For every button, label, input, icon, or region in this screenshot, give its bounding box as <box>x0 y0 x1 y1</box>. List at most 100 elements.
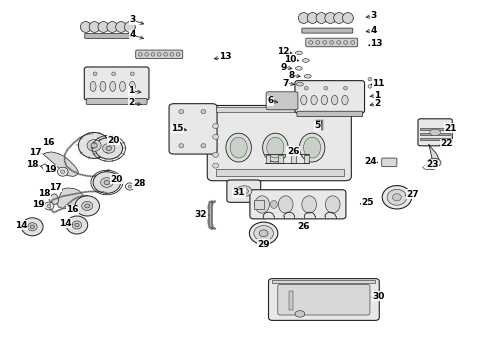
Ellipse shape <box>330 41 334 44</box>
Text: 29: 29 <box>257 240 270 248</box>
Text: 14: 14 <box>59 219 72 228</box>
Ellipse shape <box>296 82 303 86</box>
Bar <box>291 155 296 163</box>
Text: 1: 1 <box>128 86 134 95</box>
Ellipse shape <box>80 22 91 32</box>
FancyBboxPatch shape <box>136 50 183 59</box>
Ellipse shape <box>120 81 125 91</box>
Text: 16: 16 <box>42 139 54 148</box>
Polygon shape <box>49 194 59 204</box>
Ellipse shape <box>332 95 338 105</box>
Ellipse shape <box>430 129 441 136</box>
Ellipse shape <box>93 72 97 76</box>
Ellipse shape <box>307 13 318 23</box>
Text: 1: 1 <box>374 91 380 100</box>
Text: 14: 14 <box>15 220 28 230</box>
Text: 10: 10 <box>284 55 296 64</box>
Ellipse shape <box>249 222 278 244</box>
Ellipse shape <box>226 133 251 162</box>
Ellipse shape <box>139 53 142 56</box>
Text: 13: 13 <box>219 52 232 61</box>
Text: 17: 17 <box>49 183 61 192</box>
Ellipse shape <box>295 311 305 317</box>
Ellipse shape <box>304 86 308 90</box>
Ellipse shape <box>201 109 206 114</box>
Ellipse shape <box>100 81 106 91</box>
Bar <box>321 120 323 130</box>
Ellipse shape <box>124 22 135 32</box>
Ellipse shape <box>170 53 174 56</box>
Ellipse shape <box>351 41 355 44</box>
Ellipse shape <box>47 204 51 207</box>
Text: 17: 17 <box>29 148 42 157</box>
FancyBboxPatch shape <box>269 279 379 320</box>
Text: 7: 7 <box>282 78 289 87</box>
Ellipse shape <box>236 186 252 197</box>
Ellipse shape <box>325 13 336 23</box>
Bar <box>216 169 344 176</box>
FancyBboxPatch shape <box>302 28 353 33</box>
Ellipse shape <box>164 53 168 56</box>
Ellipse shape <box>316 13 327 23</box>
Ellipse shape <box>201 144 206 148</box>
Ellipse shape <box>300 95 307 105</box>
Ellipse shape <box>30 225 34 229</box>
Text: 25: 25 <box>361 198 374 207</box>
Text: 6: 6 <box>268 96 273 105</box>
Ellipse shape <box>368 77 372 81</box>
Ellipse shape <box>78 132 110 158</box>
Ellipse shape <box>89 22 100 32</box>
Text: 26: 26 <box>287 147 299 156</box>
Ellipse shape <box>427 158 441 167</box>
Ellipse shape <box>213 152 219 157</box>
Ellipse shape <box>309 41 313 44</box>
Bar <box>278 155 283 163</box>
FancyBboxPatch shape <box>418 119 452 146</box>
Ellipse shape <box>151 53 155 56</box>
Ellipse shape <box>304 75 311 78</box>
FancyBboxPatch shape <box>250 190 346 219</box>
Ellipse shape <box>129 81 135 91</box>
Ellipse shape <box>343 86 347 90</box>
FancyBboxPatch shape <box>297 111 363 117</box>
Text: 13: 13 <box>370 40 383 49</box>
Text: 24: 24 <box>364 157 377 166</box>
Ellipse shape <box>316 41 320 44</box>
Bar <box>420 128 450 130</box>
Ellipse shape <box>337 41 341 44</box>
Text: 28: 28 <box>133 180 146 189</box>
Ellipse shape <box>116 22 126 32</box>
Ellipse shape <box>44 202 54 210</box>
FancyBboxPatch shape <box>85 33 133 39</box>
Bar <box>289 291 293 310</box>
Ellipse shape <box>259 230 268 237</box>
Ellipse shape <box>112 72 116 76</box>
FancyBboxPatch shape <box>86 99 147 104</box>
Text: 18: 18 <box>26 160 39 169</box>
Text: 19: 19 <box>44 165 56 174</box>
Ellipse shape <box>93 172 121 193</box>
Bar <box>420 133 450 135</box>
Text: 22: 22 <box>441 139 453 148</box>
Ellipse shape <box>27 223 37 231</box>
Text: 23: 23 <box>426 160 439 169</box>
Ellipse shape <box>213 123 219 129</box>
Text: 3: 3 <box>370 12 376 21</box>
FancyBboxPatch shape <box>227 180 261 202</box>
Ellipse shape <box>322 41 327 44</box>
Text: 18: 18 <box>38 189 50 198</box>
Ellipse shape <box>325 196 340 213</box>
FancyBboxPatch shape <box>84 67 149 100</box>
Ellipse shape <box>387 189 407 205</box>
Bar <box>254 200 264 209</box>
Bar <box>420 138 450 140</box>
Text: 19: 19 <box>32 199 45 209</box>
Ellipse shape <box>382 186 412 209</box>
Ellipse shape <box>230 137 247 158</box>
Ellipse shape <box>145 53 148 56</box>
Text: 12: 12 <box>277 48 290 57</box>
Ellipse shape <box>321 95 327 105</box>
Ellipse shape <box>75 223 79 227</box>
Text: 31: 31 <box>233 188 245 197</box>
Ellipse shape <box>213 134 219 139</box>
